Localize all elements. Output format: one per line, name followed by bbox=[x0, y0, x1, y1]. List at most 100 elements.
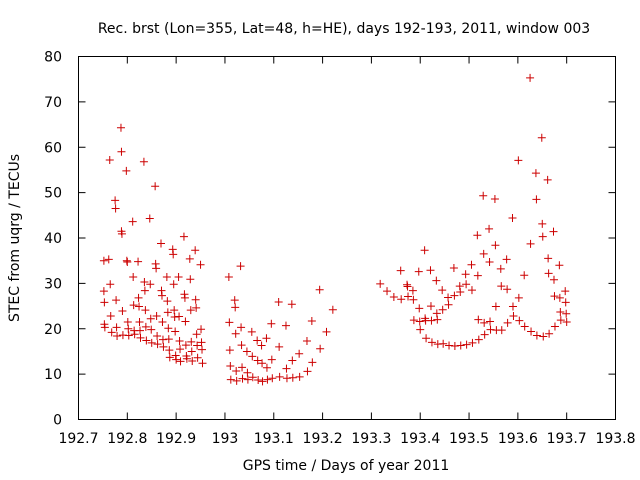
data-point bbox=[282, 364, 291, 373]
data-point bbox=[226, 361, 235, 370]
y-axis: 0 10 20 30 40 50 60 70 80 bbox=[44, 50, 616, 429]
data-point bbox=[124, 331, 133, 340]
data-point bbox=[508, 302, 517, 311]
data-point bbox=[187, 337, 196, 346]
data-point bbox=[136, 333, 145, 342]
data-point bbox=[116, 123, 125, 132]
data-point bbox=[288, 356, 297, 365]
data-point bbox=[193, 341, 202, 350]
data-point bbox=[165, 353, 174, 362]
data-point bbox=[247, 327, 256, 336]
data-point bbox=[187, 347, 196, 356]
data-point bbox=[427, 338, 436, 347]
data-point bbox=[186, 275, 195, 284]
y-tick-label: 30 bbox=[44, 276, 62, 292]
data-point bbox=[274, 297, 283, 306]
data-point bbox=[532, 195, 541, 204]
data-point bbox=[136, 326, 145, 335]
x-tick-label: 193.4 bbox=[400, 431, 440, 447]
data-point bbox=[450, 291, 459, 300]
data-point bbox=[192, 303, 201, 312]
data-point bbox=[147, 325, 156, 334]
data-point bbox=[141, 322, 150, 331]
data-point bbox=[181, 341, 190, 350]
data-point bbox=[474, 335, 483, 344]
data-point bbox=[99, 287, 108, 296]
data-point bbox=[515, 316, 524, 325]
data-point bbox=[389, 292, 398, 301]
data-point bbox=[537, 133, 546, 142]
data-point bbox=[491, 302, 500, 311]
y-tick-label: 70 bbox=[44, 95, 62, 111]
data-point bbox=[174, 273, 183, 282]
data-point bbox=[100, 323, 109, 332]
data-point bbox=[439, 339, 448, 348]
data-points bbox=[99, 73, 571, 386]
data-point bbox=[420, 246, 429, 255]
data-point bbox=[231, 329, 240, 338]
data-point bbox=[104, 255, 113, 264]
y-tick-label: 50 bbox=[44, 186, 62, 202]
data-point bbox=[175, 312, 184, 321]
data-point bbox=[157, 291, 166, 300]
data-point bbox=[322, 327, 331, 336]
data-point bbox=[275, 342, 284, 351]
data-point bbox=[404, 292, 413, 301]
data-point bbox=[433, 315, 442, 324]
data-point bbox=[179, 232, 188, 241]
data-point bbox=[135, 317, 144, 326]
data-point bbox=[159, 342, 168, 351]
data-point bbox=[438, 305, 447, 314]
data-point bbox=[175, 337, 184, 346]
data-point bbox=[468, 338, 477, 347]
x-tick-label: 193.2 bbox=[303, 431, 343, 447]
data-point bbox=[287, 300, 296, 309]
plot-area bbox=[78, 56, 616, 420]
data-point bbox=[307, 317, 316, 326]
data-point bbox=[170, 306, 179, 315]
data-point bbox=[444, 300, 453, 309]
data-point bbox=[486, 317, 495, 326]
data-point bbox=[473, 231, 482, 240]
data-point bbox=[172, 355, 181, 364]
data-point bbox=[409, 295, 418, 304]
data-point bbox=[117, 147, 126, 156]
data-point bbox=[490, 194, 499, 203]
y-tick-label: 60 bbox=[44, 140, 62, 156]
data-point bbox=[408, 286, 417, 295]
data-point bbox=[461, 270, 470, 279]
data-point bbox=[539, 332, 548, 341]
y-tick-label: 40 bbox=[44, 231, 62, 247]
data-point bbox=[416, 325, 425, 334]
data-point bbox=[186, 306, 195, 315]
data-point bbox=[123, 317, 132, 326]
data-point bbox=[191, 246, 200, 255]
x-tick-label: 193.3 bbox=[351, 431, 391, 447]
data-point bbox=[549, 275, 558, 284]
data-point bbox=[527, 327, 536, 336]
data-point bbox=[253, 336, 262, 345]
data-point bbox=[462, 280, 471, 289]
data-point bbox=[105, 155, 114, 164]
data-point bbox=[479, 249, 488, 258]
data-point bbox=[128, 217, 137, 226]
data-point bbox=[180, 293, 189, 302]
data-point bbox=[503, 318, 512, 327]
data-point bbox=[514, 156, 523, 165]
data-point bbox=[403, 282, 412, 291]
data-point bbox=[561, 287, 570, 296]
data-point bbox=[456, 287, 465, 296]
data-point bbox=[134, 293, 143, 302]
data-point bbox=[409, 316, 418, 325]
data-point bbox=[182, 354, 191, 363]
data-point bbox=[268, 374, 277, 383]
data-point bbox=[164, 324, 173, 333]
data-point bbox=[295, 349, 304, 358]
data-point bbox=[197, 325, 206, 334]
data-point bbox=[303, 367, 312, 376]
data-point bbox=[308, 358, 317, 367]
data-point bbox=[491, 241, 500, 250]
y-axis-label: STEC from uqrg / TECUs bbox=[7, 154, 23, 322]
data-point bbox=[152, 264, 161, 273]
data-point bbox=[444, 293, 453, 302]
